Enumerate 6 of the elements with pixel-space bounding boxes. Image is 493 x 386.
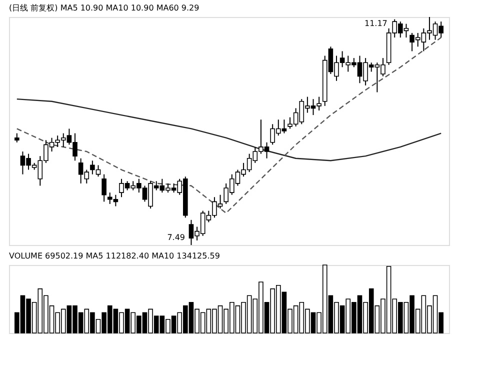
candlestick: [14, 132, 20, 143]
chart-title: (日线 前复权) MA5 10.90 MA10 10.90 MA60 9.29: [9, 4, 200, 12]
chart-title: VOLUME 69502.19 MA5 112182.40 MA10 134125.59: [9, 252, 220, 261]
candlestick: [102, 174, 106, 202]
annotation: 11.17: [364, 18, 388, 28]
annotation: 7.49: [167, 233, 185, 242]
